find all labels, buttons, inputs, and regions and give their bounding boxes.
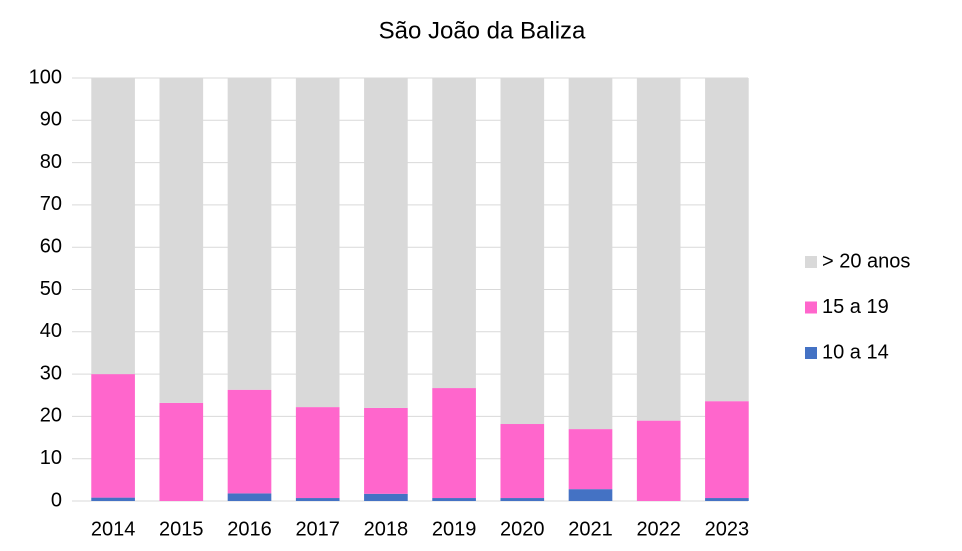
x-tick-label: 2019 bbox=[432, 518, 477, 540]
x-tick-label: 2020 bbox=[500, 518, 545, 540]
x-tick-label: 2016 bbox=[227, 518, 272, 540]
bar-segment bbox=[500, 498, 545, 501]
chart-title: São João da Baliza bbox=[379, 17, 586, 44]
bar-segment bbox=[227, 493, 272, 501]
bar-segment bbox=[227, 389, 272, 494]
y-tick-label: 70 bbox=[40, 193, 62, 215]
y-tick-label: 30 bbox=[40, 362, 62, 384]
y-tick-label: 20 bbox=[40, 405, 62, 427]
bar-segment bbox=[295, 498, 340, 501]
x-tick-label: 2018 bbox=[364, 518, 409, 540]
x-tick-label: 2015 bbox=[159, 518, 204, 540]
y-tick-label: 60 bbox=[40, 235, 62, 257]
bar-segment bbox=[159, 78, 204, 403]
bar-segment bbox=[500, 424, 545, 499]
bar-segment bbox=[432, 498, 476, 501]
legend-swatch bbox=[805, 301, 817, 314]
bar-segment bbox=[568, 489, 613, 501]
bar-segment bbox=[91, 78, 135, 375]
y-tick-label: 100 bbox=[29, 66, 62, 88]
bar-segment bbox=[568, 78, 613, 430]
legend-label: > 20 anos bbox=[822, 250, 910, 272]
bar-segment bbox=[227, 78, 272, 390]
bar-segment bbox=[636, 420, 681, 501]
bar-segment bbox=[705, 78, 749, 402]
bar-segment bbox=[295, 78, 340, 408]
y-tick-label: 50 bbox=[40, 278, 62, 300]
legend-label: 10 a 14 bbox=[822, 341, 889, 363]
bar-segment bbox=[364, 493, 408, 501]
bar-segment bbox=[568, 429, 613, 490]
y-tick-label: 80 bbox=[40, 151, 62, 173]
bar-segment bbox=[159, 402, 204, 501]
y-tick-label: 10 bbox=[40, 447, 62, 469]
x-tick-label: 2022 bbox=[636, 518, 681, 540]
bar-segment bbox=[364, 78, 408, 408]
bar-segment bbox=[432, 78, 476, 389]
y-tick-label: 90 bbox=[40, 109, 62, 131]
bar-segment bbox=[705, 498, 749, 501]
bar-segment bbox=[91, 497, 135, 501]
bar-segment bbox=[636, 78, 681, 421]
y-tick-label: 0 bbox=[51, 489, 62, 511]
bar-segment bbox=[295, 407, 340, 499]
y-tick-label: 40 bbox=[40, 320, 62, 342]
x-tick-label: 2014 bbox=[91, 518, 136, 540]
x-tick-label: 2023 bbox=[705, 518, 750, 540]
bar-segment bbox=[705, 401, 749, 499]
legend-swatch bbox=[805, 256, 817, 268]
x-tick-label: 2017 bbox=[295, 518, 340, 540]
legend-swatch bbox=[805, 347, 817, 359]
bar-segment bbox=[500, 78, 545, 425]
legend-label: 15 a 19 bbox=[822, 296, 889, 318]
bar-segment bbox=[432, 388, 476, 499]
x-tick-label: 2021 bbox=[568, 518, 613, 540]
bar-segment bbox=[91, 374, 135, 498]
bar-segment bbox=[364, 407, 408, 494]
